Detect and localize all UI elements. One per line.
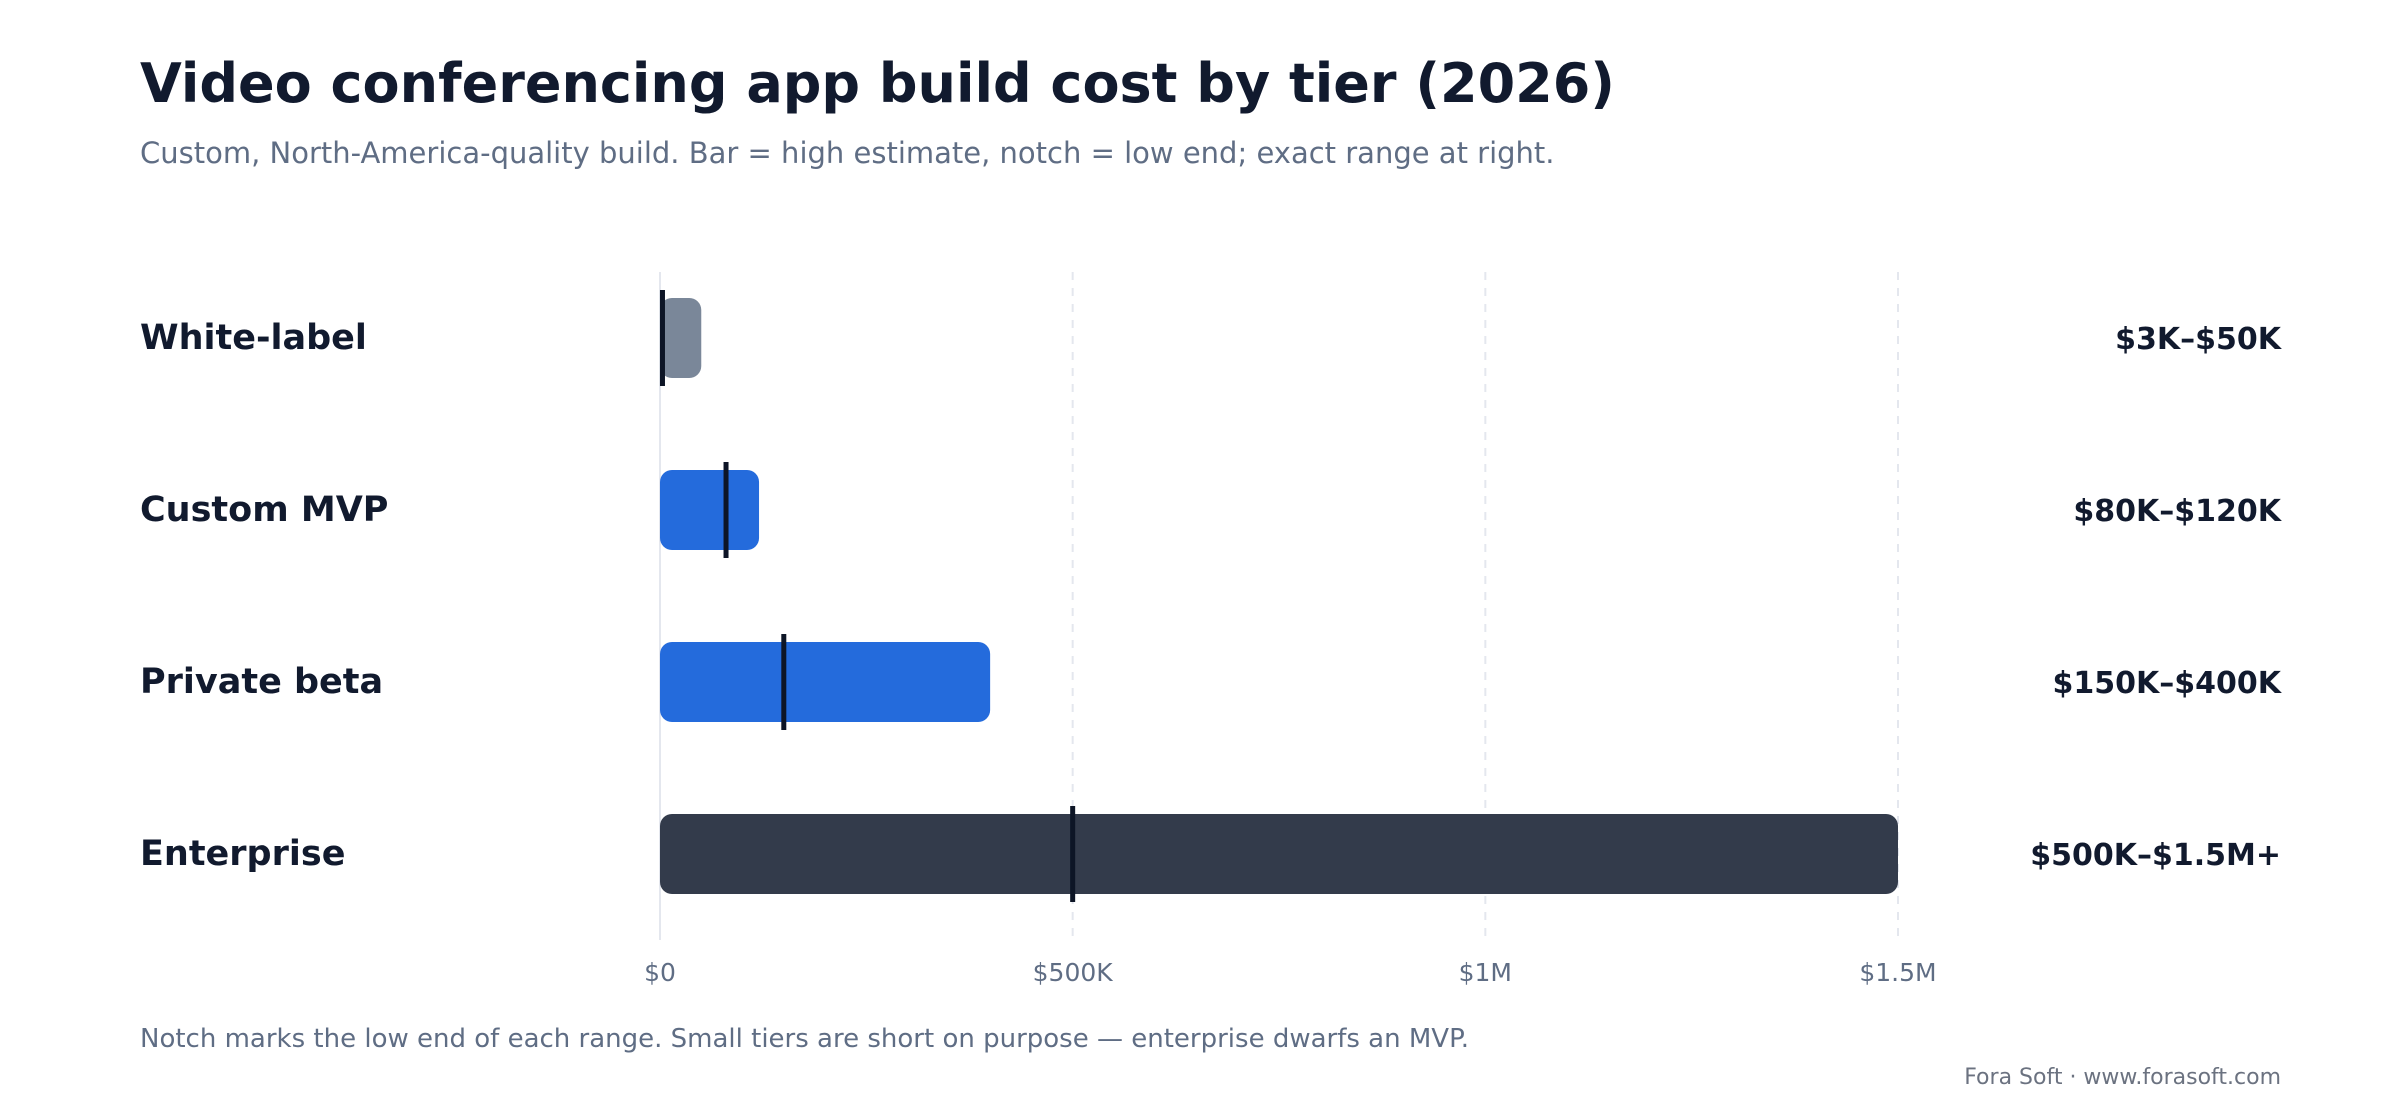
chart-subtitle: Custom, North-America-quality build. Bar… [140,136,1555,170]
bars [659,290,1898,902]
notch-low-estimate [659,290,665,386]
range-label: $80K–$120K [2073,494,2282,529]
bar-high-estimate [660,298,702,378]
bar-high-estimate [660,642,991,722]
chart-title: Video conferencing app build cost by tie… [140,52,1615,115]
x-tick-label: $1M [1459,958,1512,987]
category-label: Private beta [140,662,383,702]
credit: Fora Soft · www.forasoft.com [1964,1065,2281,1090]
range-label: $150K–$400K [2053,666,2283,701]
category-label: Enterprise [140,834,345,874]
notch-low-estimate [723,462,729,558]
bar-high-estimate [660,470,760,550]
bar-high-estimate [660,814,1898,894]
range-label: $3K–$50K [2115,322,2283,357]
category-label: Custom MVP [140,490,388,530]
category-label: White-label [140,318,367,358]
x-tick-label: $500K [1033,958,1114,987]
notch-low-estimate [781,634,787,730]
range-label: $500K–$1.5M+ [2030,838,2281,873]
notch-low-estimate [1070,806,1076,902]
footnote: Notch marks the low end of each range. S… [140,1024,1469,1054]
x-tick-label: $1.5M [1859,958,1936,987]
labels: $0 $500K $1M $1.5M White-label $3K–$50K Custom… [140,318,2283,987]
x-tick-label: $0 [644,958,676,987]
